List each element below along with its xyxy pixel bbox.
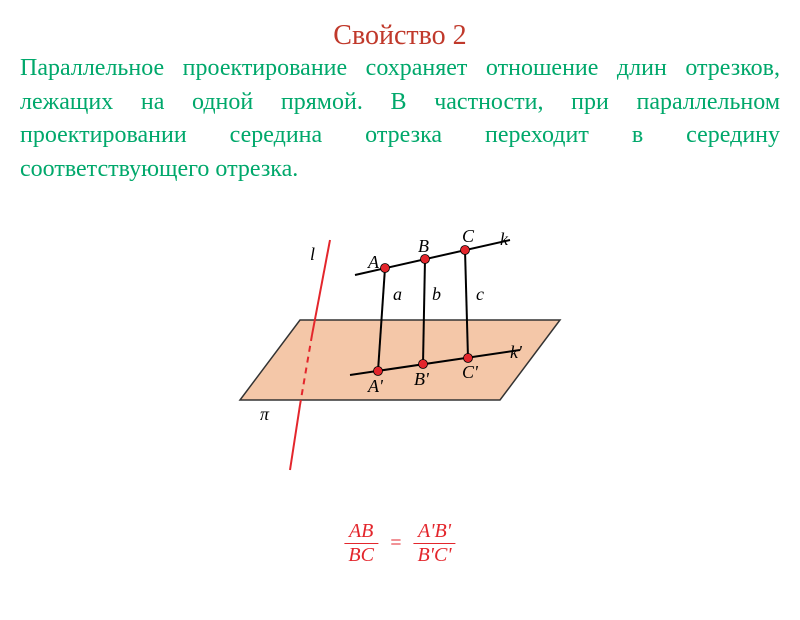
svg-text:l: l	[310, 244, 315, 264]
projection-diagram: π l k k' a b c A B C A' B' C'	[200, 220, 600, 505]
svg-text:k: k	[500, 229, 509, 249]
equals-sign: =	[383, 532, 409, 555]
ratio-formula: AB BC = A'B' B'C'	[344, 520, 455, 567]
svg-text:C': C'	[462, 362, 479, 382]
svg-text:k': k'	[510, 342, 523, 362]
svg-text:A': A'	[367, 376, 384, 396]
num1: AB	[344, 520, 378, 544]
svg-text:A: A	[367, 252, 380, 272]
svg-text:a: a	[393, 284, 402, 304]
num2: A'B'	[413, 520, 455, 544]
svg-text:c: c	[476, 284, 484, 304]
den2: B'C'	[413, 544, 455, 567]
svg-text:B: B	[418, 236, 429, 256]
property-title: Свойство 2	[0, 20, 800, 52]
property-body: Параллельное проектирование сохраняет от…	[0, 52, 800, 186]
diagram-svg: π l k k' a b c A B C A' B' C'	[200, 220, 600, 500]
svg-text:B': B'	[414, 369, 430, 389]
svg-text:π: π	[260, 404, 270, 424]
svg-text:C: C	[462, 226, 475, 246]
title-text: Свойство 2	[333, 20, 466, 51]
svg-text:b: b	[432, 284, 441, 304]
fraction-right: A'B' B'C'	[413, 520, 455, 567]
den1: BC	[344, 544, 378, 567]
body-text: Параллельное проектирование сохраняет от…	[20, 55, 780, 182]
fraction-left: AB BC	[344, 520, 378, 567]
